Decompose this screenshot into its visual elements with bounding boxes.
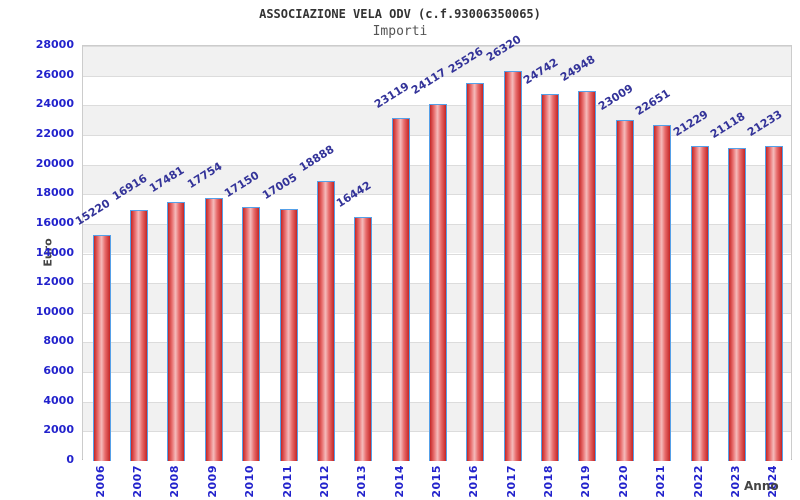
y-tick-label: 10000 (35, 304, 74, 318)
x-tick-label: 2016 (467, 465, 481, 498)
x-tick-label: 2012 (317, 465, 331, 498)
x-axis-title: Anno (744, 479, 779, 493)
y-tick-label: 18000 (35, 186, 74, 200)
grid-band (83, 75, 791, 106)
chart-title: ASSOCIAZIONE VELA ODV (c.f.93006350065) (259, 7, 541, 21)
chart-subtitle: Importi (372, 24, 428, 39)
bar (204, 197, 223, 461)
x-tick-label: 2018 (542, 465, 556, 498)
y-tick-label: 24000 (35, 97, 74, 111)
y-tick-label: 20000 (35, 156, 74, 170)
bar (466, 82, 485, 461)
bar (503, 70, 522, 461)
y-tick-label: 14000 (35, 245, 74, 259)
bar (615, 119, 634, 461)
bar (279, 208, 298, 461)
x-tick-label: 2009 (205, 465, 219, 498)
bar (242, 206, 261, 461)
x-tick-label: 2007 (131, 465, 145, 498)
y-tick-label: 0 (66, 453, 74, 466)
gridline (83, 46, 791, 47)
y-tick-label: 26000 (35, 67, 74, 81)
y-tick-label: 6000 (43, 364, 74, 378)
bar (130, 210, 149, 461)
y-tick-label: 4000 (43, 393, 74, 407)
gridline (83, 75, 791, 77)
x-tick-label: 2021 (654, 465, 668, 498)
bar (541, 94, 560, 461)
bar (167, 201, 186, 461)
x-tick-label: 2011 (280, 465, 294, 498)
x-tick-label: 2008 (168, 465, 182, 498)
bar (653, 125, 672, 461)
bar (690, 146, 709, 461)
x-tick-label: 2019 (579, 465, 593, 498)
x-tick-label: 2014 (392, 465, 406, 498)
x-tick-label: 2010 (243, 465, 257, 498)
bar (429, 103, 447, 461)
x-tick-label: 2017 (504, 465, 518, 498)
y-tick-label: 22000 (35, 126, 74, 140)
x-tick-label: 2020 (616, 465, 630, 498)
y-tick-label: 12000 (35, 275, 74, 289)
y-tick-label: 28000 (35, 38, 74, 51)
x-tick-label: 2006 (93, 465, 107, 498)
bar (765, 146, 784, 461)
bar (391, 118, 410, 461)
bar (92, 235, 111, 461)
y-tick-label: 2000 (43, 423, 74, 437)
y-tick-label: 8000 (43, 334, 74, 348)
x-tick-label: 2023 (728, 465, 742, 498)
x-tick-label: 2022 (691, 465, 705, 498)
x-tick-label: 2013 (355, 465, 369, 498)
bar (316, 181, 335, 461)
bar (727, 148, 746, 461)
grid-band (83, 46, 791, 76)
x-tick-label: 2015 (430, 465, 443, 498)
plot-area (82, 45, 792, 461)
y-tick-label: 16000 (35, 215, 74, 229)
bar (578, 91, 597, 461)
bar (354, 217, 373, 461)
